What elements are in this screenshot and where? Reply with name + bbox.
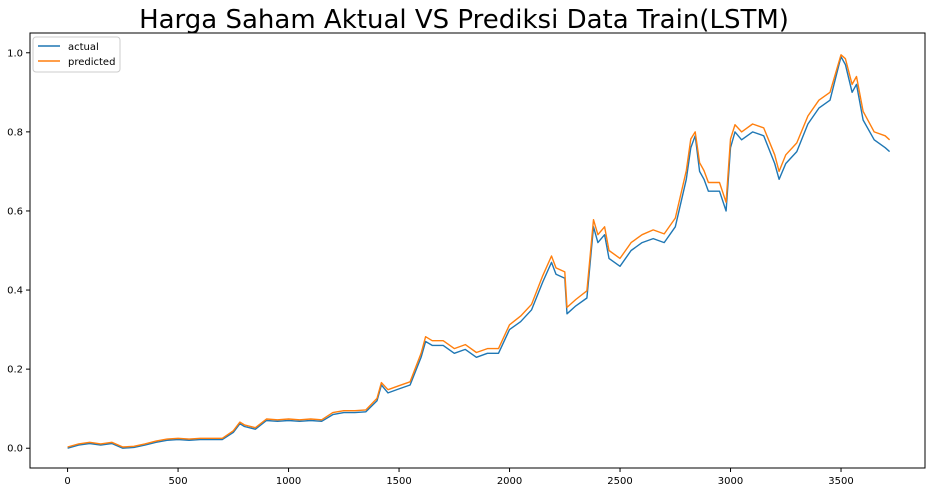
series-layer [67,54,891,449]
legend-label-actual: actual [68,42,99,53]
x-tick-label: 1500 [386,476,411,487]
y-tick-label: 0.2 [7,365,23,376]
legend: actual predicted [32,36,121,73]
series-line-predicted [67,54,891,448]
series-line-actual [67,56,891,449]
x-axis: 0 500 1000 1500 2000 2500 3000 3500 [64,468,854,487]
x-tick-label: 500 [169,476,188,487]
plot-area [29,32,926,469]
x-tick-label: 1000 [276,476,301,487]
x-tick-label: 2000 [497,476,522,487]
y-tick-label: 0.8 [7,127,23,138]
y-tick-label: 0.0 [7,444,23,455]
y-tick-label: 1.0 [7,48,23,59]
x-tick-label: 3000 [718,476,743,487]
y-axis: 0.0 0.2 0.4 0.6 0.8 1.0 [7,48,30,455]
x-tick-label: 3500 [828,476,853,487]
y-tick-label: 0.4 [7,286,23,297]
x-tick-label: 0 [64,476,70,487]
x-tick-label: 2500 [607,476,632,487]
legend-label-predicted: predicted [68,57,115,68]
chart-title: Harga Saham Aktual VS Prediksi Data Trai… [139,5,789,35]
y-tick-label: 0.6 [7,206,23,217]
